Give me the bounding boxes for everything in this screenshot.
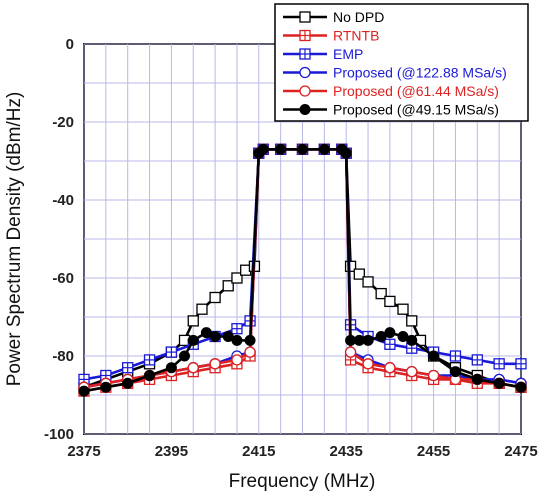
legend: No DPD RTNTB EMP Proposed (@122.88 MSa/s) Pr… <box>274 3 529 122</box>
x-tick-label: 2455 <box>417 443 450 460</box>
data-point <box>78 385 90 397</box>
legend-entry: Proposed (@49.15 MSa/s) <box>283 102 499 118</box>
data-point <box>165 362 177 374</box>
data-point <box>122 377 134 389</box>
data-point <box>143 354 156 366</box>
y-tick-label: -100 <box>44 426 74 443</box>
data-point <box>231 323 243 335</box>
data-point <box>471 354 483 366</box>
data-point <box>231 272 243 284</box>
x-axis-title: Frequency (MHz) <box>229 471 376 492</box>
x-tick-label: 2395 <box>155 443 188 460</box>
data-point <box>397 303 409 315</box>
x-tick-label: 2475 <box>504 443 537 460</box>
data-point <box>187 334 199 346</box>
data-point <box>493 377 505 389</box>
legend-label: Proposed (@49.15 MSa/s) <box>333 102 499 118</box>
legend-entry: EMP <box>283 46 363 62</box>
data-point <box>406 315 418 327</box>
data-point <box>384 338 396 350</box>
legend-box <box>274 3 529 122</box>
data-point <box>297 143 308 155</box>
legend-label: Proposed (@61.44 MSa/s) <box>333 83 499 99</box>
y-tick-label: -40 <box>52 192 74 209</box>
x-tick-label: 2375 <box>67 443 100 460</box>
data-point <box>362 334 374 346</box>
data-point <box>209 358 221 370</box>
data-point <box>209 291 221 304</box>
data-point <box>340 147 352 159</box>
y-tick-label: -60 <box>52 270 74 287</box>
data-point <box>179 350 191 362</box>
data-point <box>449 350 462 362</box>
data-point <box>209 331 221 342</box>
data-point <box>362 276 374 288</box>
legend-marker <box>299 29 311 42</box>
axis-layer: 2375 2395 2415 2435 2455 2475 0 -20 -40 -60 -80 -10… <box>44 36 538 460</box>
legend-entry: Proposed (@61.44 MSa/s) <box>283 83 499 99</box>
legend-marker <box>299 85 311 97</box>
data-point <box>196 303 208 315</box>
data-point <box>515 381 527 393</box>
data-point <box>318 143 330 155</box>
y-tick-label: 0 <box>66 36 74 53</box>
legend-marker <box>299 11 311 23</box>
data-point <box>275 143 287 155</box>
data-point <box>122 362 134 374</box>
data-point <box>428 350 440 362</box>
data-point <box>384 295 396 308</box>
data-point <box>231 334 243 346</box>
data-point <box>257 143 269 155</box>
x-tick-label: 2415 <box>242 443 275 460</box>
data-point <box>362 358 374 370</box>
data-point <box>100 381 112 393</box>
data-point <box>427 369 440 382</box>
y-tick-label: -20 <box>52 114 74 131</box>
data-point <box>384 327 396 339</box>
legend-marker <box>299 66 311 79</box>
legend-marker <box>299 48 311 60</box>
legend-label: RTNTB <box>333 28 379 44</box>
data-point <box>187 362 199 374</box>
data-point <box>493 358 505 370</box>
data-point <box>471 373 483 385</box>
data-point <box>222 280 234 292</box>
data-point <box>244 346 256 358</box>
legend-marker <box>299 104 311 115</box>
legend-label: Proposed (@122.88 MSa/s) <box>333 65 507 81</box>
data-point <box>384 362 396 374</box>
series-6 <box>78 143 527 397</box>
series-layer <box>78 143 527 397</box>
y-axis-title: Power Spectrum Density (dBm/Hz) <box>4 92 25 387</box>
data-point <box>344 346 357 358</box>
legend-label: EMP <box>333 46 363 62</box>
data-point <box>449 366 461 378</box>
legend-label: No DPD <box>333 9 384 25</box>
legend-entry: RTNTB <box>283 28 379 44</box>
legend-entry: Proposed (@122.88 MSa/s) <box>283 65 507 81</box>
legend-entry: No DPD <box>283 9 384 25</box>
y-tick-label: -80 <box>52 348 74 365</box>
data-point <box>375 287 387 300</box>
data-point <box>406 334 418 346</box>
data-point <box>187 315 199 327</box>
data-point <box>344 260 357 272</box>
data-point <box>515 358 527 370</box>
data-point <box>244 334 256 346</box>
data-point <box>353 268 365 280</box>
data-point <box>144 370 156 381</box>
x-tick-label: 2435 <box>330 443 363 460</box>
data-point <box>406 365 418 378</box>
data-point <box>231 354 243 366</box>
data-point <box>165 346 178 358</box>
